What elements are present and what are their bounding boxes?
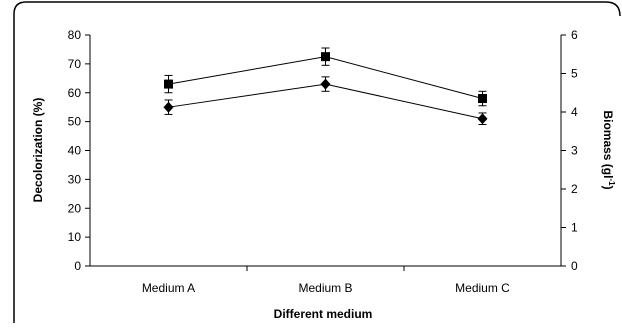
y-tick-label-right: 4 bbox=[571, 105, 578, 119]
y-axis-title-right: Biomass (gl-1) bbox=[601, 110, 616, 189]
y-tick-label-right: 6 bbox=[571, 28, 578, 42]
square-marker bbox=[164, 79, 173, 89]
diamond-marker bbox=[477, 113, 488, 125]
y-tick-label-right: 0 bbox=[571, 259, 578, 273]
y-tick-label-right: 3 bbox=[571, 144, 578, 158]
y-tick-label-left: 80 bbox=[68, 28, 82, 42]
y-tick-label-left: 70 bbox=[68, 57, 82, 71]
diamond-marker bbox=[320, 78, 331, 90]
x-tick-label: Medium C bbox=[455, 281, 510, 295]
square-marker bbox=[321, 52, 330, 62]
y-tick-label-left: 20 bbox=[68, 201, 82, 215]
y-axis-title-right-main: Biomass (gl bbox=[601, 110, 615, 178]
y-tick-label-right: 5 bbox=[571, 67, 578, 81]
y-tick-label-left: 30 bbox=[68, 172, 82, 186]
x-axis-title: Different medium bbox=[274, 307, 373, 321]
x-tick-label: Medium A bbox=[142, 281, 195, 295]
y-axis-title-left: Decolorization (%) bbox=[31, 98, 45, 203]
x-tick-label: Medium B bbox=[298, 281, 352, 295]
square-marker bbox=[478, 94, 487, 104]
y-tick-label-left: 50 bbox=[68, 115, 82, 129]
y-tick-label-left: 0 bbox=[74, 259, 81, 273]
y-tick-label-left: 10 bbox=[68, 230, 82, 244]
y-axis-title-right-sup: -1 bbox=[607, 178, 616, 186]
chart-border bbox=[13, 1, 621, 323]
y-tick-label-left: 40 bbox=[68, 144, 82, 158]
axes: 0 10 20 30 40 50 60 70 80 0 1 2 3 4 5 6 Medium A Medium B… bbox=[68, 28, 578, 295]
y-tick-label-left: 60 bbox=[68, 86, 82, 100]
series-layer bbox=[163, 47, 488, 126]
y-tick-label-right: 2 bbox=[571, 182, 578, 196]
y-tick-label-right: 1 bbox=[571, 221, 578, 235]
y-axis-title-right-close: ) bbox=[601, 186, 615, 190]
diamond-marker bbox=[163, 101, 174, 113]
